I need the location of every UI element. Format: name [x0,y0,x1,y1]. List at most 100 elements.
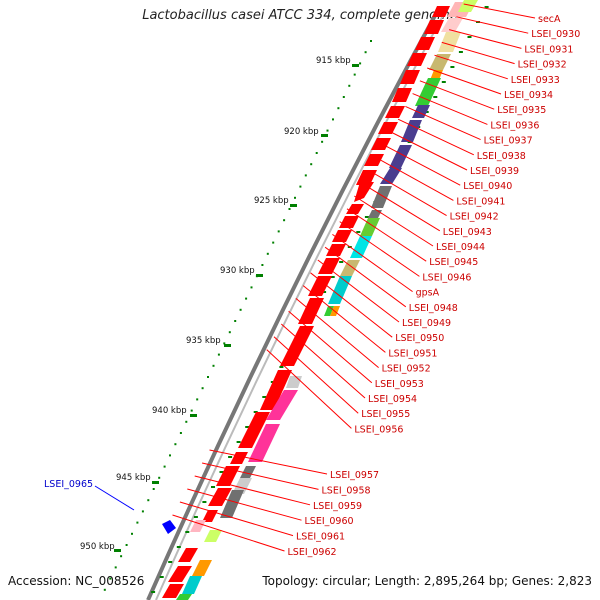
gene-label[interactable]: LSEI_0933 [511,75,560,86]
gene-feature[interactable] [378,122,398,134]
gene-feature[interactable] [202,510,218,522]
gene-feature[interactable] [364,154,384,166]
gene-feature[interactable] [190,520,206,532]
gene-label[interactable]: LSEI_0934 [504,90,553,101]
tick-dash [330,276,335,278]
gene-feature[interactable] [429,54,451,70]
gene-label[interactable]: LSEI_0938 [477,151,526,162]
gene-label[interactable]: LSEI_0946 [422,272,471,283]
gene-label[interactable]: LSEI_0930 [531,29,580,40]
gene-feature[interactable] [354,182,374,202]
gene-feature[interactable] [458,0,478,12]
gene-feature[interactable] [360,218,380,236]
gene-feature[interactable] [332,230,352,242]
gene-feature[interactable] [438,32,461,52]
gene-feature[interactable] [401,120,422,142]
gene-feature[interactable] [407,53,427,66]
gene-feature[interactable] [432,6,450,17]
gene-label[interactable]: LSEI_0962 [288,547,337,558]
gene-feature[interactable] [385,106,405,118]
gene-feature[interactable] [389,145,412,168]
gene-feature[interactable] [176,594,192,600]
gene-label[interactable]: LSEI_0949 [402,318,451,329]
gene-feature[interactable] [340,260,360,276]
tick-dot [185,420,188,423]
gene-feature[interactable] [441,18,463,32]
kbp-tick [114,549,121,552]
gene-label[interactable]: LSEI_0948 [409,303,458,314]
gene-feature[interactable] [356,170,377,185]
gene-feature[interactable] [240,466,256,478]
gene-feature[interactable] [371,138,391,150]
tick-dash [219,471,224,473]
gene-feature[interactable] [328,276,352,304]
gene-feature[interactable] [368,210,382,218]
gene-feature[interactable] [162,584,184,598]
gene-feature[interactable] [400,70,420,84]
tick-dot [332,118,334,121]
gene-label[interactable]: LSEI_0958 [322,485,371,496]
gene-feature[interactable] [371,186,392,208]
gene-feature[interactable] [260,370,292,410]
gene-label[interactable]: LSEI_0939 [470,166,519,177]
gene-label[interactable]: LSEI_0957 [330,470,379,481]
label-leader-line [179,501,294,537]
gene-label[interactable]: LSEI_0953 [375,379,424,390]
label-leader-line [463,3,536,19]
gene-label[interactable]: LSEI_0932 [518,60,567,71]
gene-label[interactable]: LSEI_0945 [429,257,478,268]
gene-label[interactable]: LSEI_0941 [456,196,505,207]
gene-label[interactable]: LSEI_0959 [313,501,362,512]
gene-label[interactable]: LSEI_0937 [484,136,533,147]
label-leader-line [448,29,522,49]
tick-dot [250,286,253,289]
gene-label-left[interactable]: LSEI_0965 [44,479,93,490]
gene-feature[interactable] [208,488,232,506]
gene-label[interactable]: LSEI_0940 [463,181,512,192]
gene-feature[interactable] [178,548,198,562]
tick-dot [370,40,372,42]
gene-feature[interactable] [182,576,202,594]
label-leader-line [310,272,393,338]
gene-feature[interactable] [168,566,192,582]
gene-feature[interactable] [415,78,441,106]
gene-feature[interactable] [339,216,359,228]
gene-label[interactable]: gpsA [416,288,440,299]
gene-label[interactable]: LSEI_0952 [382,364,431,375]
gene-label[interactable]: LSEI_0955 [361,409,410,420]
gene-label[interactable]: LSEI_0954 [368,394,417,405]
gene-feature[interactable] [230,452,248,464]
gene-feature[interactable] [308,276,332,296]
gene-label[interactable]: LSEI_0936 [490,120,539,131]
tick-dot [169,454,171,457]
gene-label[interactable]: LSEI_0935 [497,105,546,116]
gene-feature[interactable] [346,204,364,214]
gene-label[interactable]: LSEI_0944 [436,242,485,253]
gene-label[interactable]: LSEI_0931 [524,44,573,55]
gene-label[interactable]: secA [538,14,561,25]
gene-feature[interactable] [192,560,212,576]
gene-feature[interactable] [220,490,244,518]
gene-label[interactable]: LSEI_0942 [450,212,499,223]
gene-feature[interactable] [350,236,372,258]
gene-label[interactable]: LSEI_0951 [388,348,437,359]
gene-label[interactable]: LSEI_0943 [443,227,492,238]
gene-feature[interactable] [424,20,444,34]
gene-feature[interactable] [204,530,222,542]
gene-feature[interactable] [238,412,270,448]
gene-feature[interactable] [248,424,280,462]
gene-label[interactable]: LSEI_0961 [296,532,345,543]
gene-feature[interactable] [216,466,240,486]
gene-feature-blue[interactable] [162,520,176,534]
gene-feature[interactable] [318,258,340,274]
label-leader-line [405,105,481,141]
gene-feature[interactable] [415,37,435,50]
gene-label[interactable]: LSEI_0956 [354,424,403,435]
gene-feature[interactable] [326,244,346,256]
gene-feature[interactable] [266,390,298,420]
kbp-scale: 915 kbp 920 kbp 925 kbp 930 kbp 935 kbp … [80,56,359,552]
gene-feature[interactable] [392,88,412,102]
gene-feature[interactable] [280,326,314,366]
gene-label[interactable]: LSEI_0960 [305,516,354,527]
gene-label[interactable]: LSEI_0950 [395,333,444,344]
